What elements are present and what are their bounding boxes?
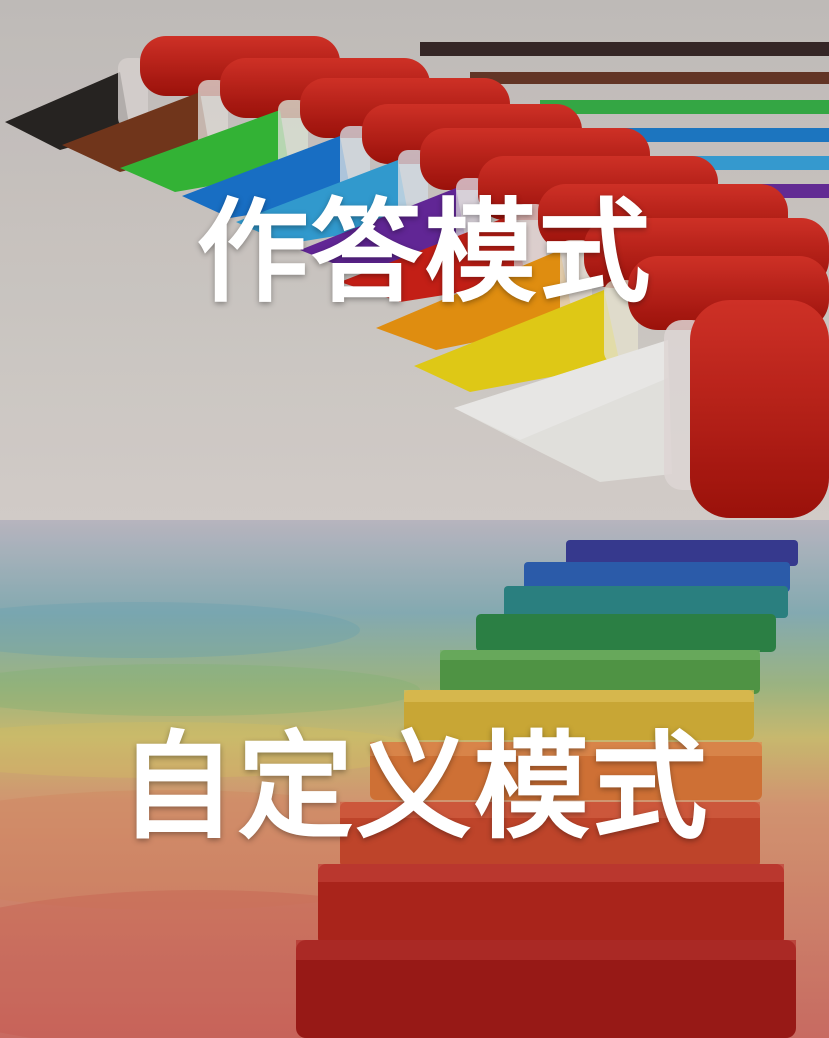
marker-white <box>454 300 829 518</box>
custom-card-overlay <box>0 520 829 1038</box>
answer-mode-label: 作答模式 <box>196 188 653 318</box>
pastel-orange <box>370 742 762 800</box>
pastel-red-orange <box>340 802 760 868</box>
answer-mode-card[interactable]: 作答模式 <box>0 0 829 520</box>
pastel-teal <box>504 586 788 618</box>
pastel-indigo <box>566 540 798 566</box>
custom-mode-card[interactable]: 自定义模式 <box>0 520 829 1038</box>
pastel-dark-red <box>296 940 796 1038</box>
marker-pens-image <box>0 0 829 520</box>
answer-card-overlay <box>0 0 829 520</box>
pastel-light-green <box>440 650 760 694</box>
custom-mode-label: 自定义模式 <box>119 720 710 855</box>
pastel-blue <box>524 562 790 592</box>
pastel-green <box>476 614 776 652</box>
pastel-yellow <box>404 690 754 740</box>
chalk-pastels-image <box>0 520 829 1038</box>
pastel-red <box>318 864 784 946</box>
